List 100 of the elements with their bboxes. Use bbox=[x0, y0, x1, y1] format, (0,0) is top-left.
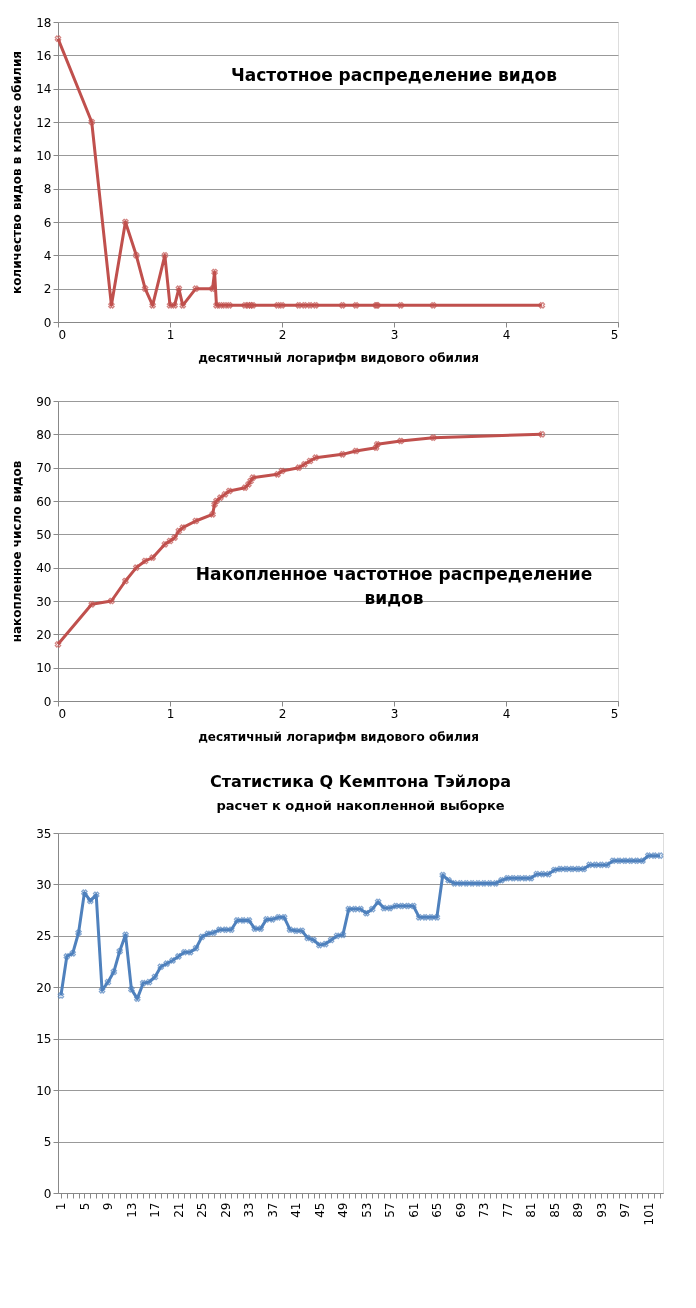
x-tick-label: 53 bbox=[359, 1202, 374, 1218]
point bbox=[221, 491, 229, 498]
chart-subtitle: расчет к одной накопленной выборке bbox=[216, 798, 505, 813]
point bbox=[217, 302, 224, 309]
point bbox=[339, 302, 346, 309]
point bbox=[192, 517, 200, 525]
point bbox=[175, 527, 183, 535]
point bbox=[397, 302, 405, 309]
point bbox=[171, 302, 178, 309]
y-tick-label: 10 bbox=[36, 661, 52, 676]
x-tick-label: 73 bbox=[477, 1202, 492, 1218]
point bbox=[122, 577, 129, 585]
text: Накопленное частотное распределение видов bbox=[195, 564, 593, 608]
x-tick-label: 37 bbox=[265, 1202, 280, 1218]
y-tick-label: 90 bbox=[36, 394, 52, 409]
point bbox=[247, 477, 254, 485]
point bbox=[249, 302, 257, 309]
y-tick-label: 30 bbox=[36, 877, 52, 892]
y-tick-label: 5 bbox=[43, 1135, 52, 1150]
point bbox=[108, 302, 115, 309]
x-tick-label: 4 bbox=[502, 706, 511, 721]
y-tick-label: 20 bbox=[36, 980, 52, 995]
point bbox=[149, 302, 156, 309]
point bbox=[538, 431, 546, 438]
x-tick-label: 97 bbox=[618, 1202, 633, 1218]
point bbox=[213, 497, 220, 505]
point bbox=[306, 457, 314, 465]
y-tick-label: 0 bbox=[43, 694, 52, 709]
point bbox=[352, 447, 360, 455]
point bbox=[88, 118, 96, 126]
point bbox=[132, 252, 140, 259]
y-tick-label: 0 bbox=[43, 1186, 52, 1201]
point bbox=[278, 302, 286, 309]
y-tick-label: 20 bbox=[36, 627, 52, 642]
x-tick-label: 2 bbox=[278, 327, 287, 342]
point bbox=[161, 252, 169, 259]
point bbox=[397, 437, 405, 445]
y-tick-label: 40 bbox=[36, 561, 52, 576]
point bbox=[249, 474, 257, 481]
x-tick-label: 13 bbox=[124, 1202, 139, 1218]
x-tick-label: 1 bbox=[54, 1202, 69, 1211]
point bbox=[141, 285, 149, 292]
y-tick-label: 4 bbox=[43, 248, 52, 263]
y-tick-label: 25 bbox=[36, 929, 52, 944]
point bbox=[192, 285, 200, 292]
point bbox=[161, 541, 169, 548]
point bbox=[171, 534, 178, 541]
x-tick-label: 93 bbox=[594, 1202, 609, 1218]
x-tick-label: 41 bbox=[289, 1202, 304, 1218]
y-axis-title: количество видов в классе обилия bbox=[10, 50, 25, 295]
point bbox=[179, 302, 187, 309]
x-tick-label: 89 bbox=[571, 1202, 586, 1218]
y-tick-label: 50 bbox=[36, 527, 52, 542]
point bbox=[295, 464, 303, 471]
point bbox=[312, 454, 319, 461]
x-axis-title: десятичный логарифм видового обилия bbox=[198, 350, 479, 365]
point bbox=[278, 467, 286, 475]
point bbox=[179, 524, 187, 531]
y-tick-label: 35 bbox=[36, 826, 52, 841]
y-axis-title: накопленное число видов bbox=[10, 460, 25, 643]
x-tick-label: 4 bbox=[502, 327, 511, 342]
x-tick-label: 9 bbox=[101, 1202, 116, 1211]
point bbox=[295, 302, 303, 309]
x-tick-label: 5 bbox=[610, 327, 619, 342]
x-tick-label: 3 bbox=[390, 327, 399, 342]
x-tick-label: 101 bbox=[641, 1202, 656, 1226]
point bbox=[538, 302, 546, 309]
x-axis-title: десятичный логарифм видового обилия bbox=[198, 729, 479, 744]
x-tick-label: 2 bbox=[278, 706, 287, 721]
point bbox=[245, 481, 252, 488]
x-tick-label: 25 bbox=[195, 1202, 210, 1218]
point bbox=[209, 511, 216, 518]
point bbox=[211, 268, 218, 276]
point bbox=[88, 601, 96, 608]
text: Частотное распределение видов bbox=[231, 65, 558, 85]
point bbox=[54, 641, 62, 648]
point bbox=[274, 471, 281, 478]
x-tick-label: 0 bbox=[58, 327, 67, 342]
point bbox=[352, 302, 360, 309]
x-tick-label: 21 bbox=[171, 1202, 186, 1218]
x-tick-label: 85 bbox=[547, 1202, 562, 1218]
point bbox=[166, 302, 174, 309]
point bbox=[149, 554, 156, 561]
point bbox=[306, 302, 314, 309]
point bbox=[226, 487, 233, 495]
y-tick-label: 6 bbox=[43, 215, 52, 230]
y-tick-label: 18 bbox=[36, 15, 52, 30]
y-tick-label: 12 bbox=[36, 115, 52, 130]
point bbox=[373, 441, 381, 448]
x-tick-label: 45 bbox=[312, 1202, 327, 1218]
y-tick-label: 14 bbox=[36, 82, 52, 97]
x-tick-label: 1 bbox=[166, 706, 175, 721]
x-tick-label: 33 bbox=[242, 1202, 257, 1218]
point bbox=[372, 444, 380, 451]
point bbox=[312, 302, 319, 309]
y-tick-label: 15 bbox=[36, 1032, 52, 1047]
y-tick-label: 0 bbox=[43, 315, 52, 330]
point bbox=[166, 537, 174, 545]
point bbox=[274, 302, 281, 309]
point bbox=[301, 302, 308, 309]
